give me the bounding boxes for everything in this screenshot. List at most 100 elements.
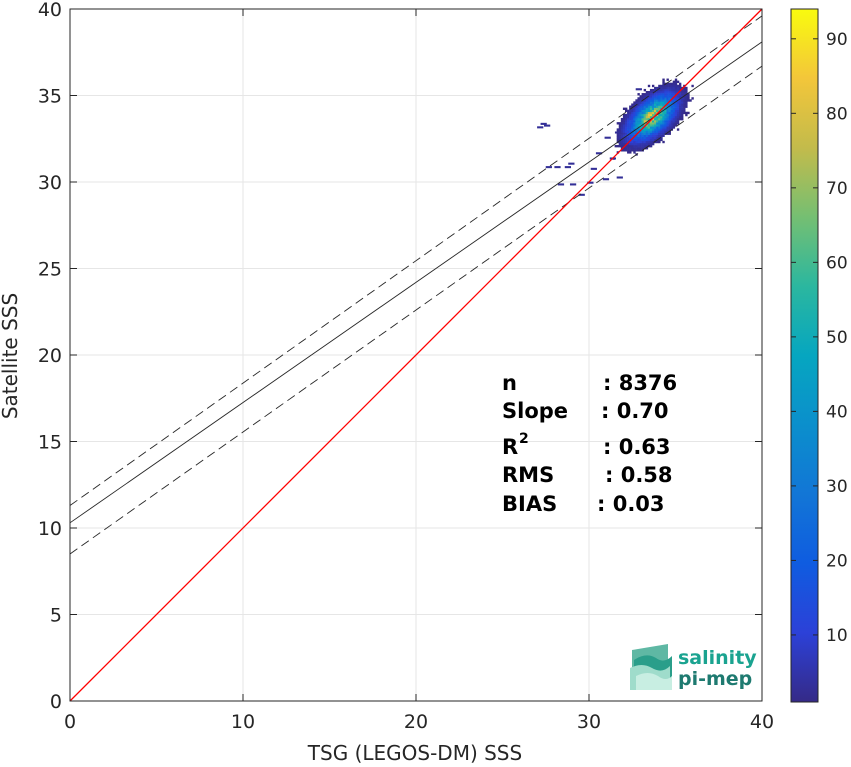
density-cell: [666, 105, 669, 108]
density-point: [545, 166, 552, 169]
density-cell: [676, 97, 680, 100]
density-cell: [658, 132, 661, 135]
density-cell: [660, 130, 663, 133]
x-tick-label: 0: [64, 711, 76, 733]
colorbar-tick-label: 70: [826, 179, 848, 199]
density-cell: [672, 84, 676, 88]
y-tick-label: 30: [38, 172, 62, 194]
density-cell: [647, 124, 651, 127]
density-cell: [654, 101, 657, 104]
density-cell: [660, 93, 663, 96]
density-cell: [662, 109, 665, 113]
density-cell: [660, 91, 663, 94]
density-cell: [641, 115, 644, 119]
density-cell: [637, 147, 640, 150]
density-cell: [622, 134, 626, 137]
density-cell: [664, 91, 667, 94]
density-cell: [676, 95, 680, 98]
density-cell: [618, 124, 622, 127]
density-cell: [645, 93, 649, 96]
density-cell: [647, 132, 651, 135]
density-cell: [627, 126, 630, 129]
density-cell: [631, 107, 634, 110]
density-cell: [651, 132, 655, 135]
density-cell: [631, 149, 634, 152]
density-cell: [660, 101, 663, 104]
density-cell: [672, 97, 676, 100]
density-cell: [645, 136, 649, 140]
density-cell: [649, 105, 653, 108]
density-cell: [639, 109, 642, 113]
density-cell: [658, 138, 661, 142]
density-cell: [662, 101, 665, 104]
density-cell: [618, 142, 622, 146]
density-cell: [676, 109, 680, 113]
density-cell: [676, 113, 680, 117]
density-cell: [631, 147, 634, 150]
density-cell: [658, 120, 661, 123]
density-cell: [624, 124, 628, 127]
density-cell: [637, 122, 640, 125]
density-cell: [668, 95, 671, 98]
density-cell: [672, 109, 676, 113]
colorbar-tick-label: 50: [826, 328, 848, 348]
density-cell: [649, 134, 653, 137]
density-cell: [622, 142, 626, 146]
density-cell: [678, 117, 682, 121]
density-cell: [683, 99, 686, 102]
density-point: [540, 122, 547, 125]
density-cell: [631, 142, 634, 146]
density-cell: [629, 140, 632, 144]
density-cell: [649, 138, 653, 142]
density-cell: [645, 120, 649, 123]
density-cell: [645, 105, 649, 108]
density-cell: [681, 97, 684, 100]
density-point: [544, 124, 551, 127]
density-point: [578, 193, 585, 196]
density-cell: [614, 144, 617, 148]
density-cell: [651, 138, 655, 142]
density-cell: [629, 126, 632, 129]
density-cell: [660, 126, 663, 129]
density-cell: [649, 88, 653, 92]
density-cell: [658, 115, 661, 119]
density-cell: [670, 93, 674, 96]
density-cell: [681, 117, 684, 121]
density-point: [564, 166, 572, 169]
density-point: [587, 181, 594, 184]
density-cell: [645, 99, 649, 102]
density-cell: [668, 84, 671, 88]
density-cell: [687, 99, 690, 102]
density-cell: [637, 128, 640, 131]
density-cell: [627, 134, 630, 137]
density-cell: [674, 88, 678, 92]
density-cell: [672, 82, 676, 86]
density-cell: [656, 86, 659, 90]
density-cell: [633, 105, 636, 108]
density-cell: [637, 107, 640, 110]
density-cell: [664, 109, 667, 113]
density-cell: [627, 138, 630, 142]
density-cell: [629, 142, 632, 146]
density-cell: [616, 122, 620, 125]
density-cell: [643, 144, 647, 148]
density-cell: [656, 91, 659, 94]
density-cell: [620, 149, 624, 152]
density-cell: [637, 136, 640, 140]
density-cell: [633, 136, 636, 140]
density-cell: [654, 115, 657, 119]
density-cell: [622, 122, 626, 125]
density-cell: [622, 117, 626, 121]
density-cell: [651, 124, 655, 127]
density-cell: [635, 109, 638, 113]
density-cell: [633, 111, 636, 115]
density-cell: [647, 134, 651, 137]
density-cell: [683, 88, 686, 92]
density-cell: [641, 109, 644, 113]
density-cell: [658, 140, 661, 144]
density-cell: [643, 138, 647, 142]
density-cell: [645, 128, 649, 131]
density-cell: [674, 103, 678, 106]
density-cell: [645, 142, 649, 146]
density-cell: [658, 97, 661, 100]
